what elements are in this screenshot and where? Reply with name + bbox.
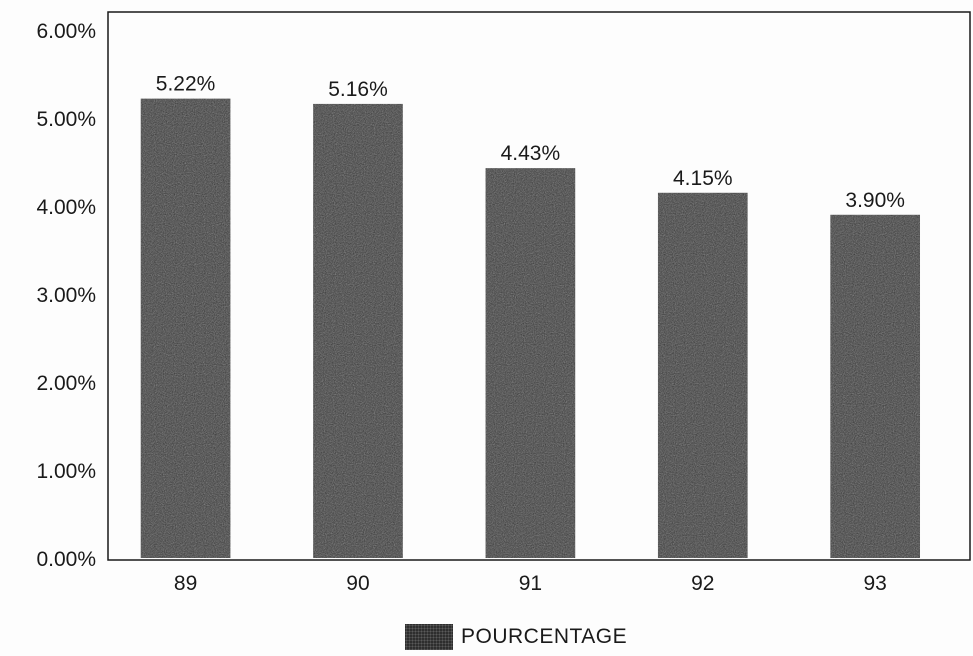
x-axis: 89 90 91 92 93 (174, 572, 887, 595)
x-tick-label: 90 (346, 572, 369, 595)
bar-value-label: 5.16% (328, 78, 388, 101)
y-tick-label: 1.00% (36, 460, 96, 483)
bar-value-label: 4.43% (501, 142, 561, 165)
legend-swatch (405, 624, 453, 650)
legend: POURCENTAGE (405, 624, 627, 650)
legend-label: POURCENTAGE (461, 625, 628, 648)
bar-value-label: 3.90% (845, 189, 905, 212)
y-tick-label: 3.00% (36, 284, 96, 307)
bar (485, 168, 576, 558)
y-tick-label: 6.00% (36, 20, 96, 43)
y-axis: 0.00% 1.00% 2.00% 3.00% 4.00% 5.00% 6.00% (36, 20, 96, 571)
bar (657, 192, 748, 559)
y-tick-label: 0.00% (36, 548, 96, 571)
y-tick-label: 4.00% (36, 196, 96, 219)
bar-value-label: 4.15% (673, 167, 733, 190)
x-tick-label: 89 (174, 572, 197, 595)
bar (313, 103, 403, 559)
y-tick-label: 2.00% (36, 372, 96, 395)
plot-area-frame (107, 11, 971, 561)
bar-value-label: 5.22% (156, 73, 216, 96)
bars-group: 5.22% 5.16% 4.43% 4.15% 3.90% (140, 73, 921, 559)
bar (140, 98, 231, 558)
x-tick-label: 92 (691, 572, 714, 595)
x-tick-label: 91 (519, 572, 542, 595)
x-tick-label: 93 (864, 572, 887, 595)
y-tick-label: 5.00% (36, 108, 96, 131)
bar (830, 214, 921, 559)
